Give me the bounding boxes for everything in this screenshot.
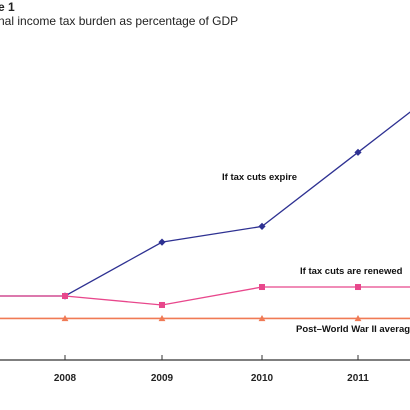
data-point-tax-cuts-renewed-2008 [62, 293, 68, 299]
data-point-postwar-average-2008 [61, 315, 69, 322]
annotation-tax-cuts-expire: If tax cuts expire [222, 172, 297, 183]
data-point-tax-cuts-expire-2009 [158, 238, 166, 246]
data-point-tax-cuts-renewed-2010 [259, 284, 265, 291]
series-line-tax-cuts-renewed [0, 286, 410, 306]
data-point-tax-cuts-expire-2011 [354, 148, 362, 156]
chart-title: nal income tax burden as percentage of G… [0, 14, 238, 28]
x-tick-label-2010: 2010 [251, 373, 274, 384]
annotation-postwar-average-label: Post–World War II average [296, 324, 410, 335]
data-point-tax-cuts-renewed-2011 [355, 284, 361, 291]
annotation-tax-cuts-renewed: If tax cuts are renewed [300, 266, 403, 277]
x-tick-label-2008: 2008 [54, 373, 77, 384]
x-tick-label-2011: 2011 [347, 373, 369, 384]
data-point-postwar-average-2010 [258, 315, 266, 322]
data-point-postwar-average-2011 [354, 315, 362, 322]
x-tick-label-2009: 2009 [151, 373, 174, 384]
data-point-tax-cuts-renewed-2009 [159, 301, 165, 308]
figure-heading: e 1 [0, 0, 15, 14]
data-point-postwar-average-2009 [158, 315, 166, 322]
data-point-tax-cuts-expire-2010 [258, 222, 266, 231]
